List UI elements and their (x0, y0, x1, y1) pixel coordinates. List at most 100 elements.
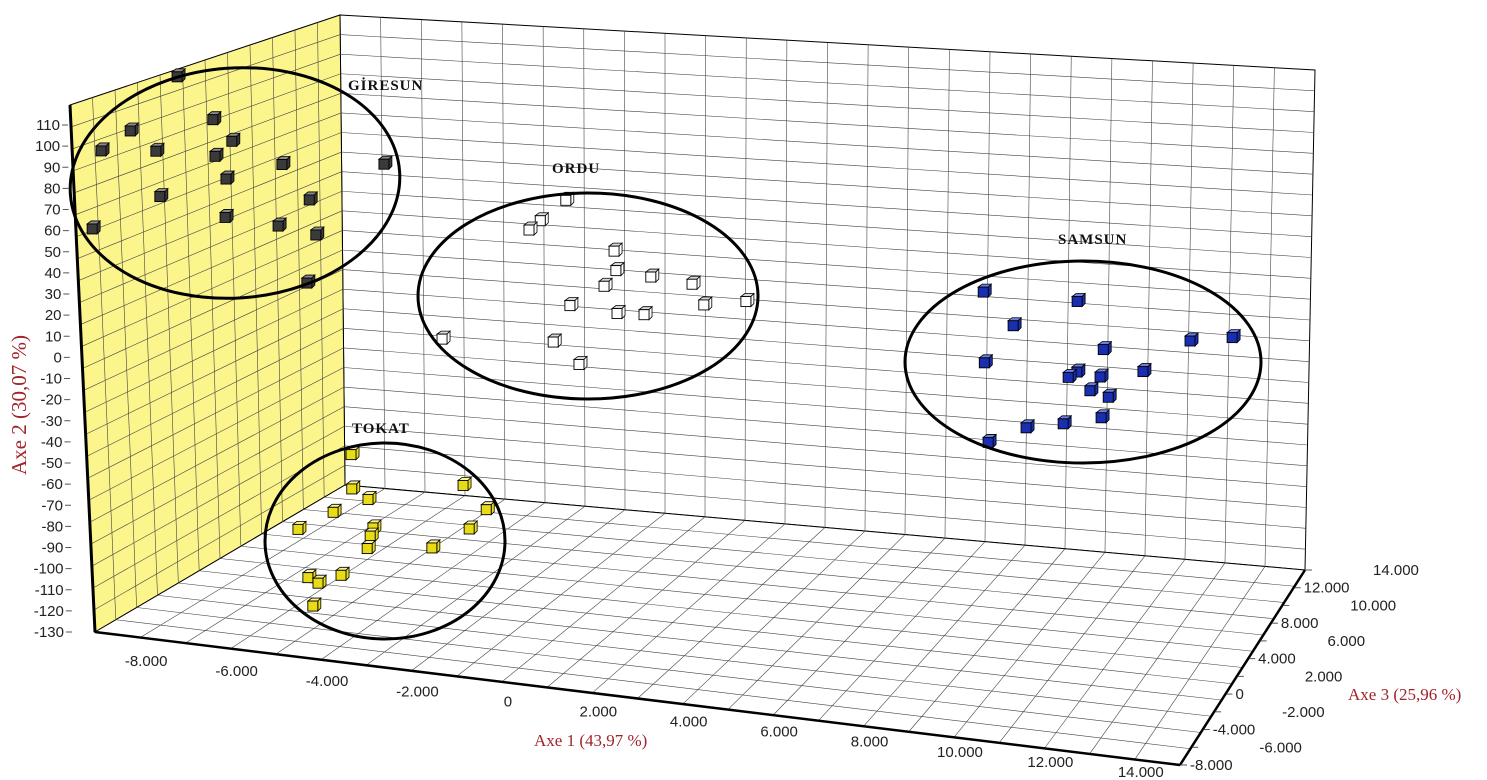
data-point (480, 500, 496, 516)
data-point (377, 155, 393, 171)
data-point (435, 330, 452, 346)
grid-line (78, 171, 342, 281)
group-label-ordu: ORDU (552, 161, 600, 177)
data-point (1093, 368, 1110, 383)
data-point (208, 147, 224, 163)
data-point (1019, 418, 1036, 434)
data-point (85, 219, 102, 235)
grid-line (340, 53, 1315, 112)
grid-line (343, 367, 1308, 446)
data-point (1136, 362, 1152, 378)
y-tick-label: -10 (40, 371, 62, 388)
z-tick-label: -6.000 (1259, 739, 1302, 756)
data-point (218, 208, 235, 224)
x-axis-line (94, 630, 1181, 767)
data-point (1061, 368, 1078, 384)
y-tick-label: -60 (41, 476, 63, 493)
data-point (425, 538, 441, 554)
data-point (637, 305, 654, 321)
data-point (334, 566, 350, 582)
x-tick-label: 6.000 (760, 724, 798, 741)
grid-line (219, 558, 1243, 668)
grid-line (341, 190, 1312, 258)
grid-line (90, 406, 345, 545)
data-point (739, 292, 755, 308)
data-point (291, 520, 307, 536)
grid-line (79, 190, 342, 303)
grid-line (74, 93, 341, 194)
data-point (1070, 363, 1086, 379)
data-point (609, 261, 625, 277)
grid-line (70, 34, 341, 128)
group-label-giresun: GİRESUN (348, 77, 423, 94)
x-tick-label: -4.000 (306, 673, 349, 690)
y-tick-label: 70 (44, 202, 61, 219)
tick-labels: 1101009080706050403020100-10-20-30-40-50… (33, 117, 1418, 780)
y-tick-label: -50 (41, 455, 63, 472)
grid-line (240, 545, 1253, 652)
z-tick-label: 6.000 (1328, 633, 1366, 650)
y-tick-label: 40 (44, 265, 61, 282)
grid-line (88, 367, 344, 501)
data-point (685, 275, 701, 291)
data-point (1056, 414, 1073, 430)
grid-line (344, 406, 1307, 487)
x-tick-label: 14.000 (1118, 764, 1164, 780)
y-tick-label: -100 (33, 561, 63, 578)
grid-line (83, 269, 343, 391)
data-point (546, 333, 563, 349)
y-axis-line (68, 104, 97, 633)
grid-line (342, 230, 1311, 300)
data-point (1094, 408, 1111, 424)
z-tick-label: 10.000 (1350, 597, 1396, 614)
data-point (1070, 292, 1087, 308)
data-point (610, 304, 626, 320)
grid-line (341, 151, 1313, 217)
data-point (1083, 381, 1099, 397)
data-point (462, 520, 479, 535)
grid-line (178, 582, 1222, 701)
data-point (309, 226, 325, 241)
grid-line (75, 112, 342, 216)
data-point (597, 277, 613, 293)
data-point (306, 597, 322, 613)
y-tick-label: 80 (44, 180, 61, 197)
grid-line (340, 34, 1315, 92)
grid-line (115, 619, 1191, 750)
z-tick-label: 8.000 (1281, 615, 1319, 632)
data-point (697, 295, 713, 311)
z-tick-label: 0 (1235, 686, 1243, 703)
data-point (978, 353, 994, 369)
grid-line (89, 386, 345, 523)
data-point (123, 122, 140, 137)
data-point (456, 476, 473, 492)
x-tick-label: -8.000 (125, 653, 168, 670)
grid-line (82, 249, 343, 369)
data-point (360, 539, 377, 555)
data-point (275, 155, 291, 171)
x-tick-label: 4.000 (670, 714, 708, 731)
y-tick-label: -70 (41, 497, 63, 514)
grid-line (342, 269, 1310, 342)
y-tick-label: 20 (45, 307, 62, 324)
x-tick-label: 12.000 (1027, 754, 1073, 771)
data-point (1225, 328, 1242, 344)
y-tick-label: -120 (34, 603, 64, 620)
z-tick-label: -2.000 (1282, 704, 1325, 721)
data-point (345, 479, 361, 495)
grid-line (71, 53, 341, 150)
data-point (326, 503, 343, 519)
grid-line (157, 594, 1212, 717)
y-tick-label: 100 (35, 138, 60, 155)
cluster-outline-giresun (68, 66, 402, 300)
data-points (85, 67, 1242, 613)
series-samsun (977, 283, 1242, 449)
y-tick-label: 50 (44, 244, 61, 261)
grid-line (93, 465, 345, 611)
y-tick-label: -90 (42, 540, 64, 557)
grid-line (282, 521, 1274, 620)
z-tick-label: 4.000 (1258, 651, 1296, 668)
grid-line (73, 73, 341, 172)
data-point (644, 268, 660, 284)
